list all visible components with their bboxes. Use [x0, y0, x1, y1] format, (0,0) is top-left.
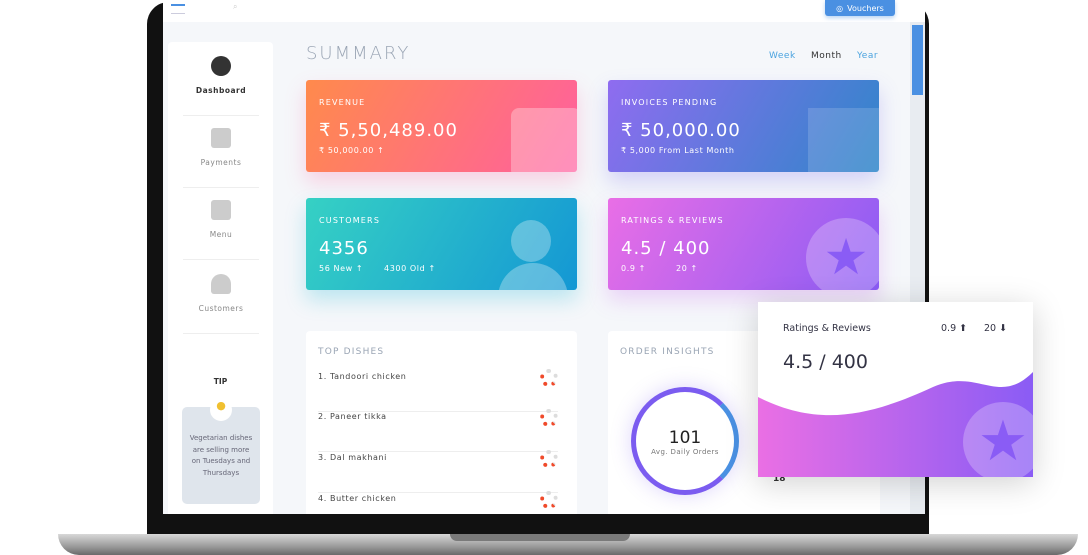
vouchers-label: Vouchers [847, 3, 884, 13]
card-sub: ₹ 50,000.00 ↑ [319, 146, 385, 155]
card-value: 4.5 / 400 [621, 238, 711, 259]
card-new: 56 New ↑ [319, 264, 364, 273]
sidebar-item-label: Dashboard [195, 86, 247, 95]
wallet-icon [511, 108, 577, 172]
daily-orders-value: 101 [668, 428, 702, 448]
sidebar-item-menu[interactable]: Menu [183, 200, 259, 260]
star-icon: ★ [978, 409, 1028, 474]
top-bar: ⌕ ◎ Vouchers [163, 0, 925, 22]
daily-orders-label: Avg. Daily Orders [651, 448, 719, 456]
period-year[interactable]: Year [857, 51, 879, 61]
sidebar-item-label: Payments [200, 158, 242, 167]
scrollbar-thumb[interactable] [912, 25, 923, 95]
star-icon: ★ [806, 218, 879, 290]
progress-ring-icon [540, 409, 558, 427]
tip-text: Vegetarian dishes are selling more on Tu… [189, 434, 253, 477]
dish-name: 3. Dal makhani [318, 453, 387, 462]
users-icon [511, 220, 551, 262]
lightbulb-icon: ● [210, 399, 232, 421]
card-a: 0.9 ↑ [621, 264, 646, 273]
dish-name: 4. Butter chicken [318, 494, 397, 503]
wave-graphic: ★ [758, 372, 1033, 477]
users-icon-body [498, 263, 568, 290]
sidebar-item-dashboard[interactable]: Dashboard [183, 56, 259, 116]
card-value: 4356 [319, 238, 369, 259]
voucher-icon: ◎ [836, 3, 844, 13]
period-month[interactable]: Month [811, 51, 842, 61]
card-label: REVENUE [319, 98, 366, 107]
ratings-card[interactable]: RATINGS & REVIEWS 4.5 / 400 0.9 ↑ 20 ↑ ★ [608, 198, 879, 290]
tip-title: TIP [213, 377, 228, 386]
sidebar-item-customers[interactable]: Customers [183, 274, 259, 334]
insight-value: 18 [773, 474, 786, 484]
menu-list-icon [211, 200, 231, 220]
progress-ring-icon [540, 491, 558, 509]
card-b: 20 ↑ [676, 264, 698, 273]
dish-name: 1. Tandoori chicken [318, 372, 407, 381]
dish-item[interactable]: 3. Dal makhani [318, 450, 558, 493]
dish-item[interactable]: 4. Butter chicken [318, 491, 558, 514]
page-title: SUMMARY [306, 43, 411, 64]
card-old: 4300 Old ↑ [384, 264, 436, 273]
period-week[interactable]: Week [769, 51, 796, 61]
dish-item[interactable]: 1. Tandoori chicken [318, 369, 558, 412]
screen: ⌕ ◎ Vouchers Dashboard Payments Menu Cust… [163, 0, 925, 514]
card-sub: ₹ 5,000 From Last Month [621, 146, 735, 155]
laptop-notch [450, 534, 630, 541]
panel-title: TOP DISHES [318, 347, 385, 357]
menu-toggle-icon[interactable] [171, 4, 185, 14]
cash-icon [211, 128, 231, 148]
card-label: CUSTOMERS [319, 216, 381, 225]
revenue-card[interactable]: REVENUE ₹ 5,50,489.00 ₹ 50,000.00 ↑ [306, 80, 577, 172]
sidebar-item-label: Menu [209, 230, 233, 239]
float-b: 20 ⬇ [984, 323, 1008, 334]
float-value: 4.5 / 400 [783, 351, 868, 373]
customers-card[interactable]: CUSTOMERS 4356 56 New ↑ 4300 Old ↑ [306, 198, 577, 290]
card-value: ₹ 50,000.00 [621, 120, 741, 141]
progress-ring-icon [540, 369, 558, 387]
search-icon[interactable]: ⌕ [233, 2, 238, 11]
sidebar: Dashboard Payments Menu Customers TIP Ve… [168, 42, 273, 514]
card-value: ₹ 5,50,489.00 [319, 120, 458, 141]
progress-ring-icon [540, 450, 558, 468]
float-a: 0.9 ⬆ [941, 323, 968, 334]
top-dishes-panel: TOP DISHES 1. Tandoori chicken 2. Paneer… [306, 331, 577, 514]
dish-name: 2. Paneer tikka [318, 412, 387, 421]
tip-box: Vegetarian dishes are selling more on Tu… [182, 407, 260, 504]
invoices-card[interactable]: INVOICES PENDING ₹ 50,000.00 ₹ 5,000 Fro… [608, 80, 879, 172]
ratings-float-card[interactable]: Ratings & Reviews 0.9 ⬆ 20 ⬇ 4.5 / 400 ★ [758, 302, 1033, 477]
dish-item[interactable]: 2. Paneer tikka [318, 409, 558, 452]
laptop-base [58, 534, 1078, 555]
panel-title: ORDER INSIGHTS [620, 347, 715, 357]
sidebar-item-payments[interactable]: Payments [183, 128, 259, 188]
vouchers-button[interactable]: ◎ Vouchers [825, 0, 895, 16]
speedometer-icon [211, 56, 231, 76]
card-label: INVOICES PENDING [621, 98, 718, 107]
float-title: Ratings & Reviews [783, 323, 871, 334]
receipt-icon [808, 108, 879, 172]
card-label: RATINGS & REVIEWS [621, 216, 724, 225]
customers-icon [211, 274, 231, 294]
sidebar-item-label: Customers [198, 304, 244, 313]
daily-orders-ring: 101 Avg. Daily Orders [631, 387, 739, 495]
